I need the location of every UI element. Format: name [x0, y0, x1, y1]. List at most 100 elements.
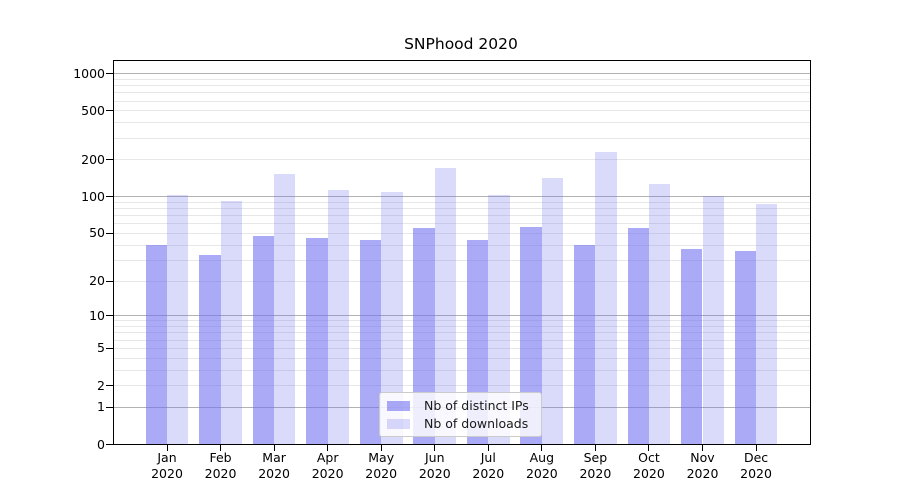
bar-distinct-ips — [252, 235, 275, 445]
x-tick-mark — [434, 444, 436, 451]
bar-distinct-ips — [306, 237, 328, 445]
x-tick-label: Dec 2020 — [723, 450, 789, 483]
y-gridline-minor — [112, 122, 811, 124]
bar-distinct-ips — [359, 240, 382, 445]
x-tick-year: 2020 — [579, 466, 612, 481]
x-tick-year: 2020 — [686, 466, 719, 481]
y-tick-mark — [106, 110, 113, 112]
y-gridline-minor — [112, 78, 811, 80]
x-tick-year: 2020 — [151, 466, 183, 481]
bar-downloads — [595, 151, 617, 445]
x-tick-label: May 2020 — [348, 450, 414, 483]
legend-item-distinct-ips: Nb of distinct IPs — [387, 398, 533, 413]
bar-downloads — [434, 168, 457, 445]
y-gridline-minor — [112, 92, 811, 94]
x-tick-mark — [380, 444, 382, 451]
bar-distinct-ips — [681, 249, 703, 445]
bar-distinct-ips — [520, 226, 542, 445]
y-gridline-minor — [112, 320, 811, 322]
bar-distinct-ips — [627, 228, 649, 445]
x-tick-mark — [541, 444, 543, 451]
y-tick-label: 100 — [81, 188, 105, 204]
legend-label-downloads: Nb of downloads — [424, 416, 529, 431]
y-gridline-major — [112, 315, 811, 317]
y-gridline-minor — [112, 110, 811, 112]
y-gridline-minor — [112, 215, 811, 217]
bar-distinct-ips — [734, 250, 757, 445]
x-tick-mark — [648, 444, 650, 451]
x-tick-mark — [487, 444, 489, 451]
y-tick-label: 200 — [81, 151, 105, 167]
y-gridline-minor — [112, 208, 811, 210]
x-tick-month: Mar — [262, 449, 286, 465]
y-tick-label: 5 — [97, 340, 105, 356]
y-gridline-minor — [112, 339, 811, 341]
x-tick-year: 2020 — [311, 466, 344, 481]
x-tick-mark — [702, 444, 703, 451]
x-tick-month: Apr — [316, 449, 339, 465]
y-gridline-minor — [112, 347, 811, 349]
y-gridline-minor — [112, 280, 811, 282]
x-tick-label: Nov 2020 — [670, 450, 736, 483]
y-tick-mark — [106, 159, 113, 161]
legend-label-distinct-ips: Nb of distinct IPs — [424, 398, 529, 413]
x-tick-mark — [594, 444, 596, 451]
x-tick-month: Sep — [583, 449, 608, 465]
x-tick-month: Oct — [638, 449, 660, 465]
bar-distinct-ips — [413, 228, 435, 445]
y-gridline-minor — [112, 259, 811, 261]
x-tick-month: Nov — [690, 449, 715, 465]
y-gridline-minor — [112, 201, 811, 203]
y-gridline-minor — [112, 332, 811, 334]
x-tick-month: Jan — [157, 449, 177, 465]
y-tick-label: 20 — [89, 273, 105, 289]
y-gridline-minor — [112, 369, 811, 371]
bar-downloads — [648, 183, 671, 445]
bar-distinct-ips — [199, 255, 221, 445]
y-tick-mark — [106, 406, 113, 408]
y-tick-mark — [106, 280, 113, 282]
x-tick-mark — [755, 444, 757, 451]
bar-distinct-ips — [145, 245, 167, 445]
y-gridline-minor — [112, 244, 811, 246]
bar-downloads — [702, 196, 724, 445]
x-tick-year: 2020 — [365, 466, 398, 481]
y-tick-mark — [106, 73, 113, 75]
x-tick-year: 2020 — [418, 466, 451, 481]
y-tick-label: 2 — [97, 377, 105, 393]
x-tick-label: Jan 2020 — [134, 450, 200, 483]
x-tick-label: Sep 2020 — [562, 450, 628, 483]
x-tick-label: Feb 2020 — [188, 450, 254, 483]
legend-swatch-distinct-ips — [387, 400, 410, 411]
y-gridline-minor — [112, 137, 811, 139]
y-gridline-minor — [112, 159, 811, 161]
x-tick-label: Apr 2020 — [295, 450, 361, 483]
y-tick-label: 1 — [97, 399, 105, 415]
x-tick-month: Feb — [209, 449, 232, 465]
y-tick-mark — [106, 385, 113, 387]
y-gridline-minor — [112, 357, 811, 359]
y-tick-mark — [106, 444, 113, 445]
legend-swatch-downloads — [387, 418, 410, 429]
y-gridline-minor — [112, 326, 811, 328]
y-gridline-minor — [112, 385, 811, 387]
x-tick-month: May — [368, 449, 395, 465]
x-tick-year: 2020 — [633, 466, 665, 481]
y-tick-label: 1000 — [73, 65, 105, 81]
x-tick-label: Jul 2020 — [455, 450, 521, 483]
y-gridline-major — [112, 73, 811, 75]
y-gridline-minor — [112, 223, 811, 225]
x-tick-label: Aug 2020 — [509, 450, 575, 483]
x-tick-label: Mar 2020 — [241, 450, 307, 483]
y-tick-label: 0 — [97, 436, 105, 452]
bar-downloads — [167, 195, 189, 445]
y-gridline-major — [112, 196, 811, 198]
bar-downloads — [381, 192, 403, 445]
x-tick-year: 2020 — [258, 466, 290, 481]
x-tick-label: Jun 2020 — [402, 450, 468, 483]
legend: Nb of distinct IPs Nb of downloads — [379, 392, 542, 437]
bar-downloads — [541, 178, 564, 445]
x-tick-year: 2020 — [204, 466, 237, 481]
